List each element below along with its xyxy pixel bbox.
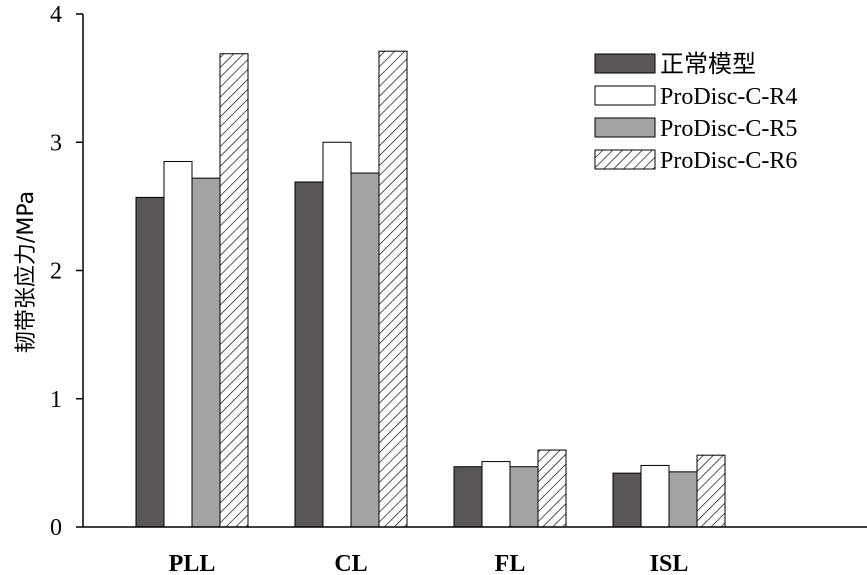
legend-swatch-1 xyxy=(594,53,656,74)
y-axis-label-group: 韧带张应力/MPa xyxy=(14,191,39,353)
y-axis-label: 韧带张应力/MPa xyxy=(14,191,39,353)
bar-cl-series-3 xyxy=(350,172,380,528)
bar-cl-series-1 xyxy=(294,181,324,528)
bar-isl-series-2 xyxy=(640,464,670,528)
bar-pll-series-3 xyxy=(191,177,221,528)
y-tick-label: 3 xyxy=(50,130,62,156)
x-tick-label-fl: FL xyxy=(495,551,526,575)
bar-isl-series-4 xyxy=(696,454,726,528)
x-tick-label-isl: ISL xyxy=(650,551,689,575)
y-tick-label: 4 xyxy=(50,2,62,28)
legend-label-1: 正常模型 xyxy=(660,51,756,78)
x-tick-label-cl: CL xyxy=(334,551,367,575)
bars xyxy=(135,50,726,528)
legend: 正常模型 ProDisc-C-R4 ProDisc-C-R5 ProDisc-C-R6 xyxy=(594,51,797,174)
legend-label-3: ProDisc-C-R5 xyxy=(660,116,797,142)
legend-swatch-3 xyxy=(594,117,656,138)
bar-fl-series-3 xyxy=(509,466,539,528)
y-tick-label: 1 xyxy=(50,387,62,413)
bar-pll-series-2 xyxy=(163,160,193,528)
bar-isl-series-3 xyxy=(668,471,698,528)
x-tick-label-pll: PLL xyxy=(169,551,216,575)
y-ticks: 0 1 2 3 4 xyxy=(50,2,83,541)
legend-label-2: ProDisc-C-R4 xyxy=(660,84,797,110)
bar-fl-series-1 xyxy=(453,466,483,528)
bar-pll-series-4 xyxy=(219,53,249,528)
bar-fl-series-4 xyxy=(537,449,567,528)
bar-isl-series-1 xyxy=(612,472,642,528)
y-tick-label: 2 xyxy=(50,259,62,285)
bar-fl-series-2 xyxy=(481,461,511,528)
bar-cl-series-2 xyxy=(322,141,352,528)
y-tick-label: 0 xyxy=(50,515,62,541)
bar-pll-series-1 xyxy=(135,196,165,528)
bar-cl-series-4 xyxy=(378,50,408,528)
x-ticks: PLL CL FL ISL xyxy=(169,551,689,575)
legend-swatch-2 xyxy=(594,85,656,106)
legend-swatch-4 xyxy=(594,149,656,170)
legend-label-4: ProDisc-C-R6 xyxy=(660,148,797,174)
